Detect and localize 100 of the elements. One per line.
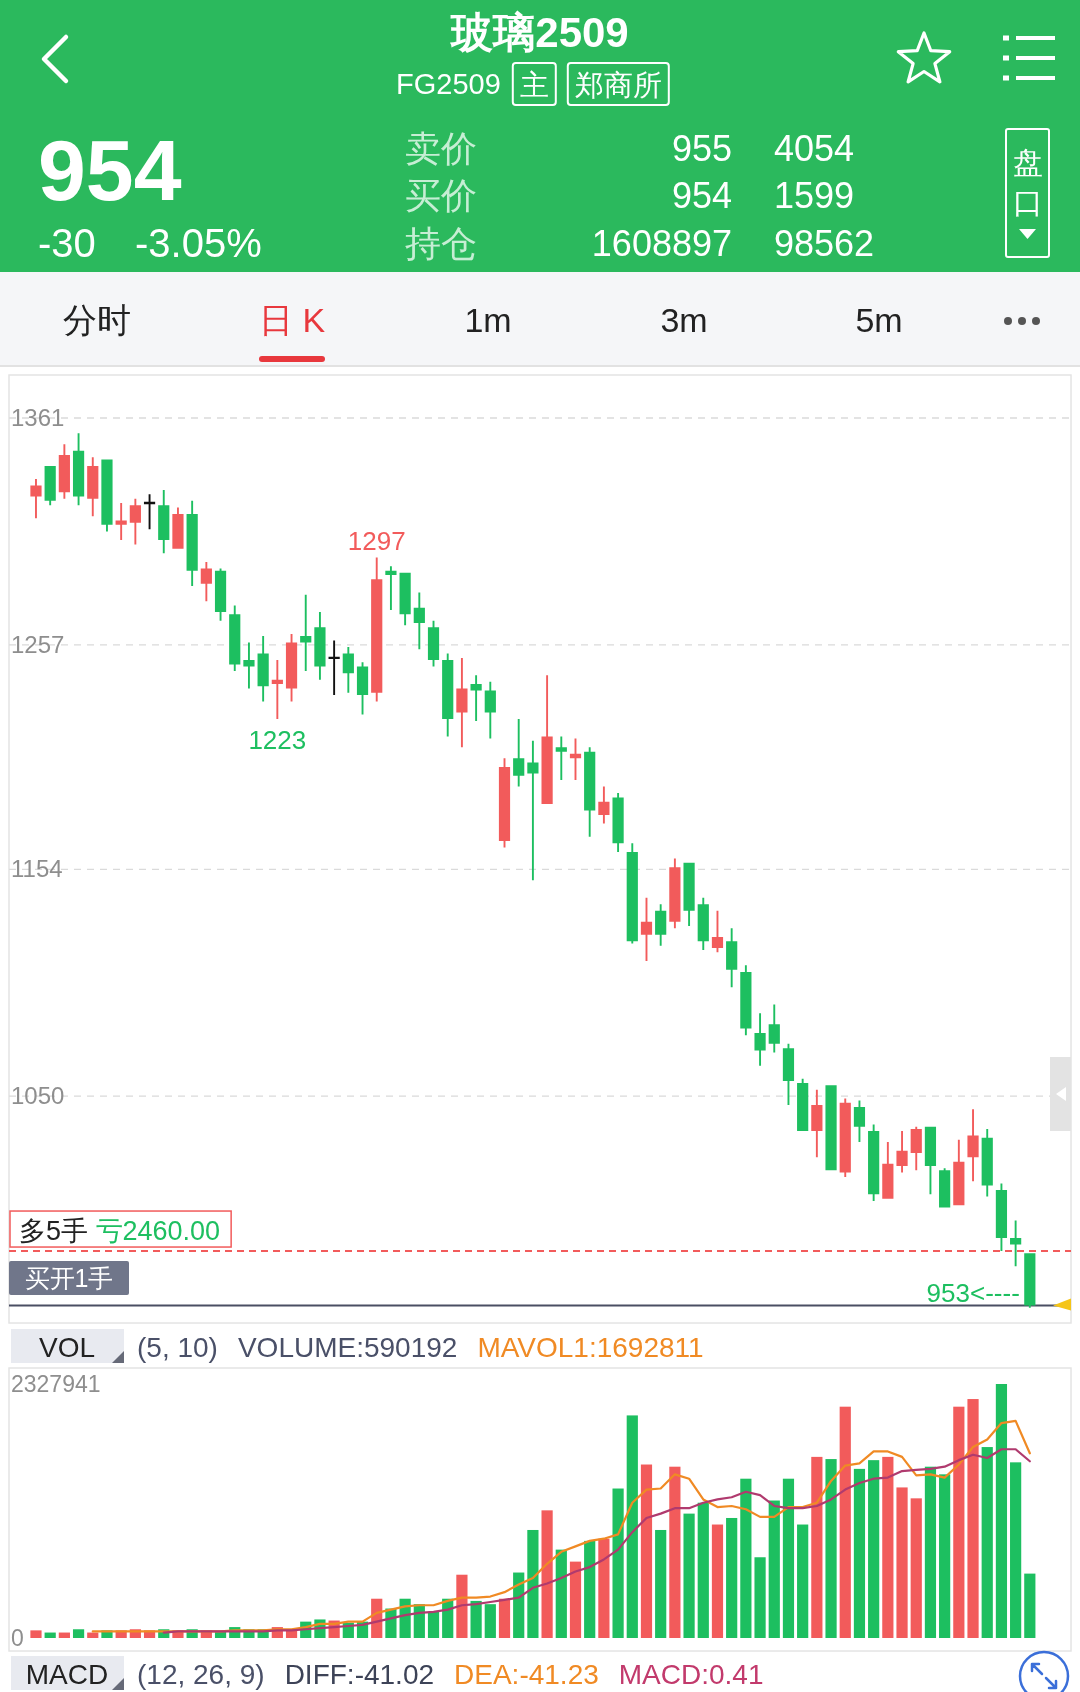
candlestick (555, 736, 567, 780)
text: VOLUME:590192 (237, 1332, 458, 1363)
text: MACD:0.41 (618, 1659, 764, 1690)
bar (456, 1574, 468, 1638)
y-tick-label: 1361 (11, 404, 65, 431)
bar (683, 1513, 695, 1639)
text: 955 (671, 128, 732, 169)
candlestick (115, 503, 127, 541)
candlestick (385, 566, 397, 610)
bar (967, 1399, 979, 1638)
candlestick (30, 479, 42, 519)
chart-subtitle: FG2509 (396, 68, 501, 100)
bar (44, 1632, 56, 1638)
text: 98562 (774, 223, 875, 264)
text: -30 (38, 221, 96, 265)
bar (797, 1524, 809, 1638)
text: 买价 (405, 175, 477, 216)
chart-title: 玻璃2509 (449, 9, 629, 56)
bar (853, 1468, 866, 1638)
candlestick (271, 660, 283, 719)
bar (1024, 1573, 1036, 1638)
candlestick (200, 561, 212, 602)
bar (825, 1459, 837, 1638)
candlestick (456, 657, 468, 748)
candlestick (754, 1013, 766, 1066)
candlestick (470, 675, 482, 722)
bar (513, 1572, 525, 1638)
candlestick (541, 675, 553, 804)
text: DIFF:-41.02 (284, 1659, 435, 1690)
text: DEA:-41.23 (454, 1659, 599, 1690)
annotation: 953<---- (926, 1277, 1020, 1308)
y-tick-label: 1257 (11, 630, 65, 658)
bar (87, 1632, 99, 1638)
candlestick (513, 718, 525, 787)
bar (811, 1456, 823, 1638)
chart-title: VOL (38, 1332, 96, 1363)
candlestick (314, 612, 326, 680)
candlestick (101, 459, 113, 532)
bar (58, 1632, 70, 1638)
y-tick-label: 2327941 (11, 1371, 101, 1397)
y-tick-label: 1050 (11, 1082, 65, 1110)
candlestick (1010, 1220, 1022, 1267)
bar (569, 1561, 582, 1638)
text: 持仓 (405, 223, 477, 264)
text: 3m (660, 301, 708, 339)
candlestick (612, 793, 624, 852)
text: 郑商所 (574, 69, 662, 101)
annotation: 1223 (248, 724, 307, 755)
bar (768, 1500, 780, 1638)
bar (939, 1474, 951, 1638)
bar (598, 1538, 610, 1638)
text: 5m (855, 301, 903, 339)
line-series (91, 1419, 1031, 1633)
text: 盘口 (1012, 146, 1043, 219)
text: MACD (25, 1659, 109, 1690)
bar (782, 1478, 795, 1638)
candlestick (328, 640, 340, 695)
chart-subtitle: (5, 10) (137, 1332, 218, 1363)
text: 1608897 (591, 223, 732, 264)
candlestick (172, 507, 184, 549)
text: 卖价 (405, 128, 477, 169)
text: MAVOL1:1692811 (477, 1332, 704, 1363)
text: 分时 (63, 301, 131, 339)
bar (72, 1629, 85, 1638)
candlestick (967, 1109, 979, 1182)
bar (868, 1460, 880, 1638)
bar (711, 1524, 724, 1638)
bar (498, 1598, 511, 1638)
text: 4054 (774, 128, 855, 169)
bar (882, 1456, 894, 1638)
bar (953, 1406, 965, 1638)
text: 1599 (774, 175, 855, 216)
bar (470, 1600, 482, 1638)
bar (726, 1517, 738, 1638)
bar (754, 1557, 766, 1638)
text: 主 (519, 69, 549, 101)
annotation: 买开1手 (24, 1264, 114, 1293)
candlestick (825, 1085, 837, 1171)
candlestick (896, 1131, 908, 1173)
text: -3.05% (135, 221, 262, 265)
bar (669, 1466, 681, 1638)
text: (12, 26, 9) (137, 1659, 265, 1690)
text: 954 (38, 122, 182, 218)
bar (655, 1529, 667, 1638)
text: 1m (464, 301, 512, 339)
line-series (162, 1448, 1031, 1634)
bar (981, 1447, 993, 1638)
bar (640, 1464, 653, 1638)
bar (612, 1488, 624, 1638)
bar (555, 1549, 567, 1638)
candlestick (683, 862, 695, 927)
candlestick (243, 642, 255, 689)
bar (924, 1466, 937, 1638)
bar (484, 1604, 496, 1638)
bar (697, 1502, 709, 1638)
bar (839, 1406, 851, 1638)
bar (740, 1478, 752, 1638)
bar (527, 1529, 539, 1638)
bar (626, 1415, 638, 1638)
text: 日 K (258, 301, 326, 339)
